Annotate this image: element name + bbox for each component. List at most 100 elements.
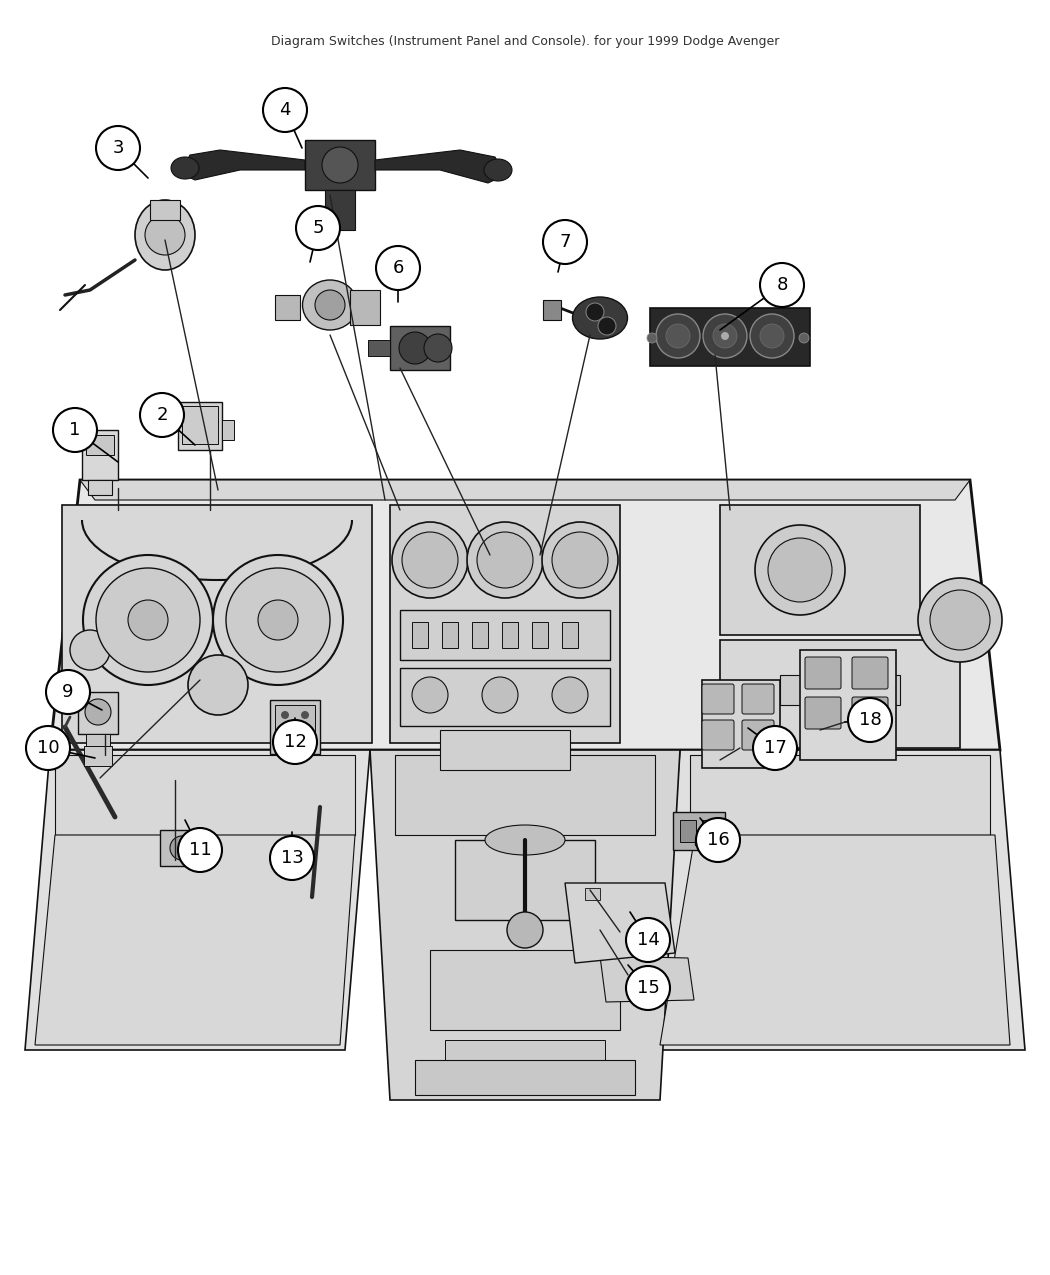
Text: 6: 6 (393, 259, 403, 277)
Circle shape (586, 303, 604, 321)
Text: 10: 10 (37, 740, 59, 757)
Circle shape (281, 711, 289, 719)
Circle shape (178, 827, 222, 872)
Circle shape (301, 731, 309, 739)
Circle shape (696, 819, 740, 862)
Ellipse shape (135, 200, 195, 270)
Circle shape (26, 725, 70, 770)
Circle shape (402, 532, 458, 588)
Bar (55, 755, 355, 835)
Circle shape (598, 317, 616, 335)
Circle shape (270, 836, 314, 880)
Bar (395, 755, 655, 835)
Circle shape (704, 314, 747, 358)
Circle shape (322, 147, 358, 184)
Bar (160, 830, 210, 866)
Circle shape (760, 324, 784, 348)
Circle shape (552, 677, 588, 713)
Circle shape (145, 215, 185, 255)
Bar (88, 479, 112, 495)
Circle shape (543, 221, 587, 264)
Circle shape (656, 314, 700, 358)
Text: 13: 13 (280, 849, 303, 867)
Circle shape (83, 555, 213, 685)
Bar (543, 300, 561, 320)
Circle shape (96, 126, 140, 170)
Bar (304, 140, 375, 190)
Polygon shape (80, 479, 970, 500)
Bar (720, 640, 960, 748)
Circle shape (507, 912, 543, 949)
Circle shape (85, 699, 111, 725)
Circle shape (930, 590, 990, 650)
Text: 16: 16 (707, 831, 730, 849)
FancyBboxPatch shape (742, 720, 774, 750)
Polygon shape (655, 750, 1025, 1051)
Text: 9: 9 (62, 683, 74, 701)
Bar (673, 812, 724, 850)
Circle shape (424, 334, 452, 362)
Bar (178, 402, 222, 450)
Circle shape (96, 567, 200, 672)
Bar (86, 435, 114, 455)
Text: Diagram Switches (Instrument Panel and Console). for your 1999 Dodge Avenger: Diagram Switches (Instrument Panel and C… (271, 36, 779, 48)
Circle shape (482, 677, 518, 713)
Bar (472, 622, 488, 648)
Text: 4: 4 (279, 101, 291, 119)
Bar (532, 622, 548, 648)
Circle shape (188, 655, 248, 715)
Bar (502, 622, 518, 648)
Text: 7: 7 (560, 233, 571, 251)
Ellipse shape (484, 159, 512, 181)
Circle shape (848, 697, 892, 742)
Circle shape (281, 731, 289, 739)
FancyBboxPatch shape (852, 697, 888, 729)
Bar (702, 820, 718, 842)
Text: 8: 8 (776, 275, 788, 295)
Circle shape (70, 630, 110, 669)
Bar (150, 200, 180, 221)
Circle shape (392, 521, 468, 598)
Text: 18: 18 (859, 711, 881, 729)
Circle shape (753, 725, 797, 770)
Ellipse shape (572, 297, 628, 339)
Circle shape (226, 567, 330, 672)
Circle shape (626, 918, 670, 963)
FancyBboxPatch shape (702, 683, 734, 714)
Bar (326, 190, 355, 230)
FancyBboxPatch shape (805, 697, 841, 729)
Circle shape (128, 601, 168, 640)
Circle shape (552, 532, 608, 588)
Text: 1: 1 (69, 421, 81, 439)
FancyBboxPatch shape (742, 683, 774, 714)
Circle shape (626, 966, 670, 1010)
Circle shape (273, 720, 317, 764)
Ellipse shape (302, 280, 357, 330)
Bar (182, 405, 218, 444)
Ellipse shape (171, 157, 200, 178)
Bar (702, 680, 780, 768)
Bar (350, 289, 380, 325)
Circle shape (755, 525, 845, 615)
Bar (412, 622, 428, 648)
Bar (86, 734, 110, 746)
Circle shape (721, 332, 729, 340)
Bar (197, 836, 217, 861)
Bar (390, 505, 620, 743)
Polygon shape (600, 956, 694, 1002)
Circle shape (262, 88, 307, 133)
Bar (270, 700, 320, 754)
Bar (400, 609, 610, 660)
Circle shape (750, 314, 794, 358)
Circle shape (918, 578, 1002, 662)
Text: 17: 17 (763, 740, 786, 757)
Circle shape (258, 601, 298, 640)
Bar (780, 674, 900, 705)
Bar (690, 755, 990, 835)
Polygon shape (180, 150, 304, 180)
Text: 3: 3 (112, 139, 124, 157)
Bar (275, 295, 300, 320)
Bar (78, 692, 118, 734)
Bar (720, 505, 920, 635)
Circle shape (760, 263, 804, 307)
